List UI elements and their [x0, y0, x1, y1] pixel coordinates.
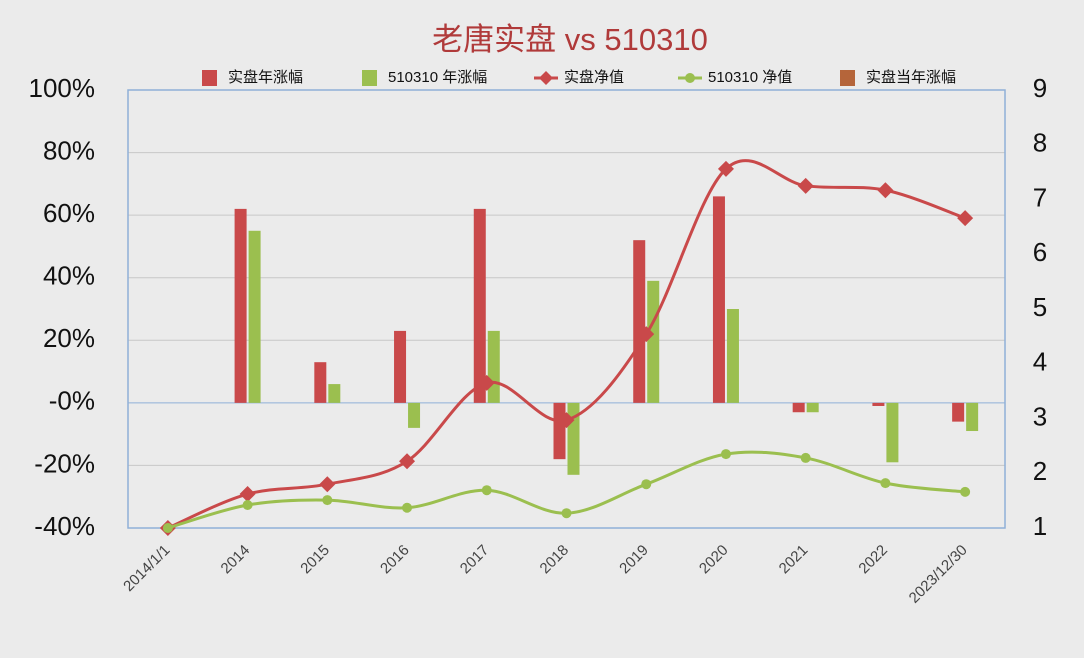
x-tick-label: 2014: [218, 542, 254, 578]
y2-tick-label: 6: [1033, 237, 1047, 267]
bar: [726, 309, 739, 403]
y-tick-label: -20%: [34, 448, 95, 478]
bar: [248, 230, 261, 403]
bar: [394, 330, 407, 403]
bar: [328, 384, 341, 403]
x-tick-label: 2016: [377, 542, 413, 578]
x-tick-label: 2022: [855, 542, 891, 578]
bar: [647, 280, 660, 403]
marker: [797, 177, 814, 194]
line: [167, 159, 966, 530]
y-tick-label: -0%: [49, 386, 95, 416]
marker: [481, 485, 492, 496]
marker: [800, 452, 811, 463]
legend-swatch: [362, 70, 377, 86]
x-tick-label: 2015: [297, 542, 333, 578]
x-tick-label: 2017: [457, 542, 493, 578]
marker: [638, 326, 655, 343]
marker: [162, 523, 173, 533]
legend-label: 实盘年涨幅: [228, 68, 303, 86]
marker: [880, 478, 891, 489]
marker: [717, 160, 734, 177]
bar: [633, 240, 646, 403]
x-tick-label: 2020: [696, 542, 732, 578]
x-tick-label: 2014/1/1: [120, 542, 173, 595]
y-tick-label: 60%: [43, 198, 95, 228]
bar: [234, 208, 247, 403]
marker: [877, 182, 894, 199]
marker: [239, 486, 256, 503]
marker: [399, 453, 416, 470]
bar: [806, 402, 819, 413]
legend-swatch: [202, 70, 217, 86]
bar: [314, 362, 327, 403]
marker: [558, 412, 575, 429]
y-tick-label: 80%: [43, 135, 95, 165]
y-tick-label: -40%: [34, 511, 95, 541]
y-tick-label: 40%: [43, 261, 95, 291]
legend-label: 510310 年涨幅: [388, 69, 487, 86]
legend-swatch: [685, 73, 695, 83]
y-tick-label: 100%: [29, 73, 96, 103]
y2-tick-label: 2: [1033, 456, 1047, 486]
bar: [473, 208, 486, 403]
y2-tick-label: 8: [1033, 128, 1047, 158]
marker: [319, 476, 336, 493]
y2-tick-label: 7: [1033, 182, 1047, 212]
x-tick-label: 2018: [537, 542, 573, 578]
marker: [478, 374, 495, 391]
y-tick-label: 20%: [43, 323, 95, 353]
marker: [561, 508, 572, 519]
marker: [322, 495, 333, 506]
marker: [720, 449, 731, 460]
bar: [553, 402, 566, 460]
marker: [242, 500, 253, 511]
y2-tick-label: 9: [1033, 73, 1047, 103]
legend-label: 实盘当年涨幅: [866, 68, 956, 86]
bar: [712, 196, 725, 403]
bar: [792, 402, 805, 413]
marker: [960, 486, 971, 497]
bar: [872, 402, 885, 406]
chart-title: 老唐实盘 vs 510310: [432, 22, 708, 57]
x-tick-label: 2021: [776, 542, 812, 578]
bar: [886, 402, 899, 463]
y2-tick-label: 3: [1033, 401, 1047, 431]
bar: [408, 402, 421, 428]
bar: [966, 402, 979, 432]
plot-frame: [127, 89, 1006, 529]
x-tick-label: 2019: [616, 542, 652, 578]
marker: [641, 479, 652, 490]
y2-tick-label: 1: [1033, 511, 1047, 541]
legend-swatch: [840, 70, 855, 86]
y2-tick-label: 4: [1033, 347, 1047, 377]
marker: [402, 502, 413, 513]
x-tick-label: 2023/12/30: [906, 542, 971, 607]
marker: [957, 210, 974, 227]
y2-tick-label: 5: [1033, 292, 1047, 322]
bar: [487, 330, 500, 403]
legend-label: 510310 净值: [708, 69, 792, 86]
bar: [952, 402, 965, 422]
legend-label: 实盘净值: [564, 68, 624, 86]
legend-swatch: [539, 71, 553, 85]
